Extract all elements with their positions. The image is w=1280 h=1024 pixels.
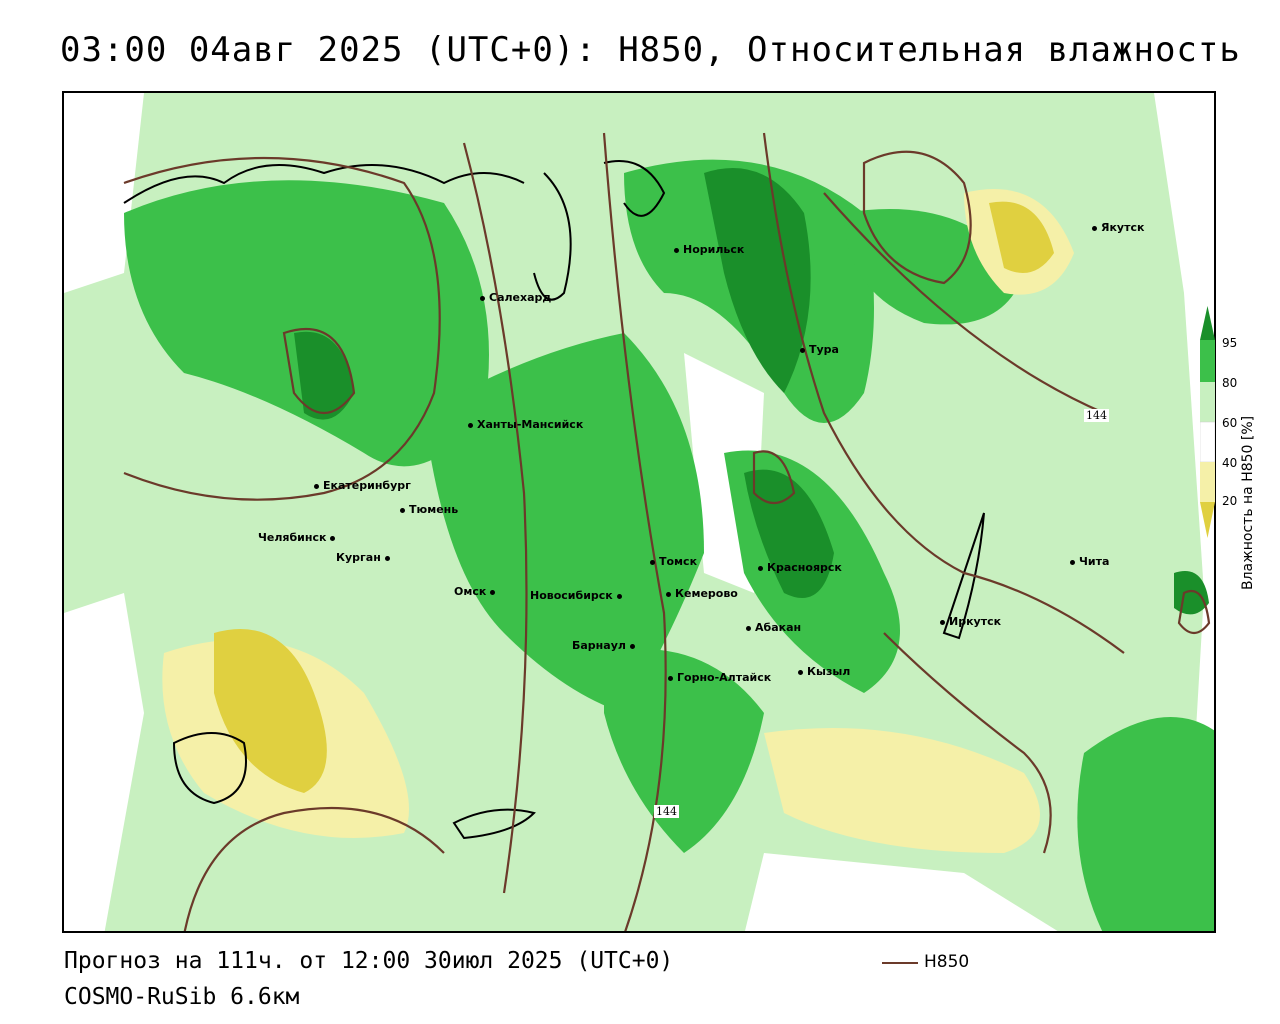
- city-dot-icon: [798, 669, 803, 675]
- city-dot-icon: [314, 483, 319, 489]
- white-region: [64, 593, 144, 931]
- city-dot-icon: [650, 559, 655, 565]
- coastline: [603, 160, 666, 217]
- city-dot-icon: [384, 555, 390, 561]
- city-dot-icon: [400, 507, 405, 513]
- city-dot-icon: [674, 247, 679, 253]
- caspian-outline: [172, 732, 247, 805]
- city-gorno-altaysk: Горно-Алтайск: [668, 671, 771, 684]
- city-dot-icon: [490, 589, 496, 595]
- humidity-gt95: [704, 168, 811, 393]
- city-dot-icon: [940, 619, 945, 625]
- colorbar-tick: 60: [1222, 416, 1238, 430]
- city-dot-icon: [746, 625, 751, 631]
- map-area[interactable]: 144 144 Якутск Норильск Салехард Тура Ха…: [62, 91, 1216, 933]
- city-dot-icon: [480, 295, 485, 301]
- city-abakan: Абакан: [746, 621, 801, 634]
- city-dot-icon: [666, 591, 671, 597]
- humidity-20-40: [764, 728, 1040, 853]
- humidity-80-95: [604, 649, 764, 853]
- colorbar: [1200, 306, 1215, 538]
- city-salekhard: Салехард: [480, 291, 551, 304]
- city-khanty-mansiysk: Ханты-Мансийск: [468, 418, 583, 431]
- contour-label: 144: [1084, 409, 1109, 422]
- map-title: 03:00 04авг 2025 (UTC+0): H850, Относите…: [60, 30, 1241, 70]
- city-dot-icon: [800, 347, 805, 353]
- legend-line-swatch: [882, 962, 918, 964]
- city-dot-icon: [330, 535, 336, 541]
- city-kyzyl: Кызыл: [798, 665, 850, 678]
- city-chita: Чита: [1070, 555, 1109, 568]
- city-irkutsk: Иркутск: [940, 615, 1001, 628]
- humidity-lt20: [214, 629, 327, 793]
- forecast-info: Прогноз на 111ч. от 12:00 30июл 2025 (UT…: [64, 948, 674, 974]
- city-dot-icon: [1070, 559, 1075, 565]
- city-chelyabinsk: Челябинск: [258, 531, 339, 544]
- map-canvas: [64, 93, 1214, 931]
- lake-outline: [452, 808, 536, 840]
- h850-contours: [123, 132, 1211, 931]
- city-dot-icon: [629, 643, 635, 649]
- baikal-outline: [942, 512, 985, 640]
- city-dot-icon: [1092, 225, 1097, 231]
- city-tyumen: Тюмень: [400, 503, 458, 516]
- city-krasnoyarsk: Красноярск: [758, 561, 842, 574]
- colorbar-tick: 80: [1222, 376, 1238, 390]
- city-kemerovo: Кемерово: [666, 587, 738, 600]
- white-region: [744, 853, 1058, 931]
- colorbar-tick: 40: [1222, 456, 1238, 470]
- city-novosibirsk: Новосибирск: [530, 589, 626, 602]
- colorbar-tick: 95: [1222, 336, 1238, 350]
- city-tura: Тура: [800, 343, 839, 356]
- coastline: [123, 164, 525, 204]
- city-dot-icon: [468, 422, 473, 428]
- humidity-80-95: [1077, 717, 1214, 931]
- city-kurgan: Курган: [336, 551, 394, 564]
- colorbar-label: Влажность на H850 [%]: [1240, 415, 1256, 590]
- city-omsk: Омск: [454, 585, 499, 598]
- city-dot-icon: [616, 593, 622, 599]
- model-name: COSMO-RuSib 6.6км: [64, 984, 300, 1010]
- coastline: [533, 172, 572, 301]
- humidity-lt20: [989, 201, 1054, 273]
- city-norilsk: Норильск: [674, 243, 744, 256]
- contour-label: 144: [654, 805, 679, 818]
- white-region: [64, 93, 144, 293]
- legend-line-label: H850: [924, 952, 970, 972]
- city-yekaterinburg: Екатеринбург: [314, 479, 411, 492]
- city-dot-icon: [668, 675, 673, 681]
- city-yakutsk: Якутск: [1092, 221, 1144, 234]
- humidity-80-95: [124, 180, 489, 467]
- humidity-gt95: [294, 331, 354, 420]
- colorbar-tick: 20: [1222, 494, 1238, 508]
- city-tomsk: Томск: [650, 555, 697, 568]
- city-dot-icon: [758, 565, 763, 571]
- city-barnaul: Барнаул: [572, 639, 639, 652]
- white-region: [1154, 93, 1214, 931]
